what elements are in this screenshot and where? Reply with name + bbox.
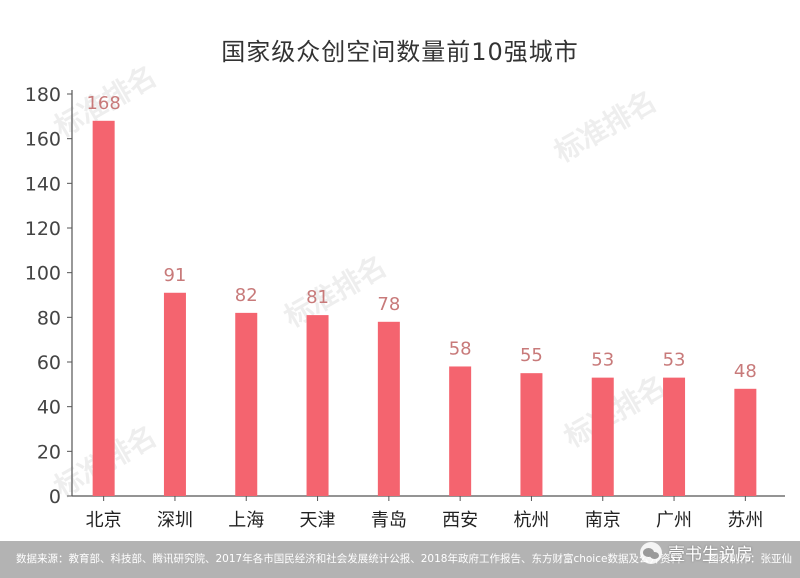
- x-tick-label: 广州: [656, 510, 692, 531]
- bar: [449, 366, 472, 496]
- data-label: 58: [449, 338, 472, 359]
- watermark-text: 标准排名: [548, 84, 662, 169]
- bar: [663, 377, 686, 496]
- y-tick-label: 120: [25, 218, 61, 240]
- data-label: 55: [520, 345, 543, 366]
- data-label: 81: [306, 287, 329, 308]
- x-tick-label: 上海: [228, 510, 264, 531]
- data-label: 48: [734, 361, 757, 382]
- x-tick-label: 深圳: [157, 510, 193, 531]
- data-label: 53: [663, 350, 686, 371]
- brand-name: 壹书生说房: [668, 545, 753, 565]
- bar: [92, 120, 115, 497]
- data-label: 168: [86, 93, 120, 114]
- bar: [306, 315, 329, 496]
- data-label: 53: [591, 350, 614, 371]
- bar: [163, 292, 186, 496]
- y-tick-label: 180: [25, 84, 61, 106]
- bar-chart: 标准排名标准排名标准排名标准排名标准排名 0204060801001201401…: [25, 59, 785, 531]
- y-tick-label: 140: [25, 173, 61, 195]
- watermark-text: 标准排名: [278, 249, 392, 334]
- y-tick-label: 60: [37, 352, 61, 374]
- x-tick-label: 南京: [585, 510, 621, 531]
- data-label: 82: [235, 285, 258, 306]
- footer-bar: 数据来源：教育部、科技部、腾讯研究院、2017年各市国民经济和社会发展统计公报、…: [0, 541, 800, 578]
- x-tick-label: 青岛: [371, 510, 407, 531]
- y-tick-label: 40: [37, 397, 61, 419]
- bar: [235, 312, 258, 496]
- data-label: 91: [163, 265, 186, 286]
- chart-title: 国家级众创空间数量前10强城市: [221, 38, 579, 66]
- x-tick-label: 苏州: [727, 510, 763, 531]
- watermark-text: 标准排名: [558, 369, 672, 454]
- y-tick-label: 80: [37, 307, 61, 329]
- data-label: 78: [377, 294, 400, 315]
- chart-maker-credit: 图表制作：张亚仙: [708, 553, 792, 565]
- y-tick-label: 20: [37, 441, 61, 463]
- brand-badge: 壹书生说房: [640, 540, 753, 565]
- x-tick-label: 北京: [86, 510, 122, 531]
- y-tick-label: 100: [25, 263, 61, 285]
- chart-bars: 168 北京 91 深圳 82 上海 81 天津 78 青岛 58 西安 55 杭州 53 南京 53 广州 48 苏…: [86, 93, 764, 531]
- y-tick-label: 160: [25, 129, 61, 151]
- data-source-note: 数据来源：教育部、科技部、腾讯研究院、2017年各市国民经济和社会发展统计公报、…: [16, 553, 681, 565]
- chart-axes: 0 20 40 60 80 100 120 140 160 180: [25, 84, 785, 508]
- x-tick-label: 天津: [300, 510, 336, 531]
- watermark-layer: 标准排名标准排名标准排名标准排名标准排名: [48, 59, 672, 504]
- bar: [591, 377, 614, 496]
- x-tick-label: 西安: [442, 510, 478, 531]
- x-tick-label: 杭州: [513, 510, 549, 531]
- wechat-logo-icon: [640, 541, 662, 564]
- bar: [377, 321, 400, 496]
- bar: [520, 373, 543, 496]
- y-tick-label: 0: [49, 486, 61, 508]
- bar: [734, 388, 757, 496]
